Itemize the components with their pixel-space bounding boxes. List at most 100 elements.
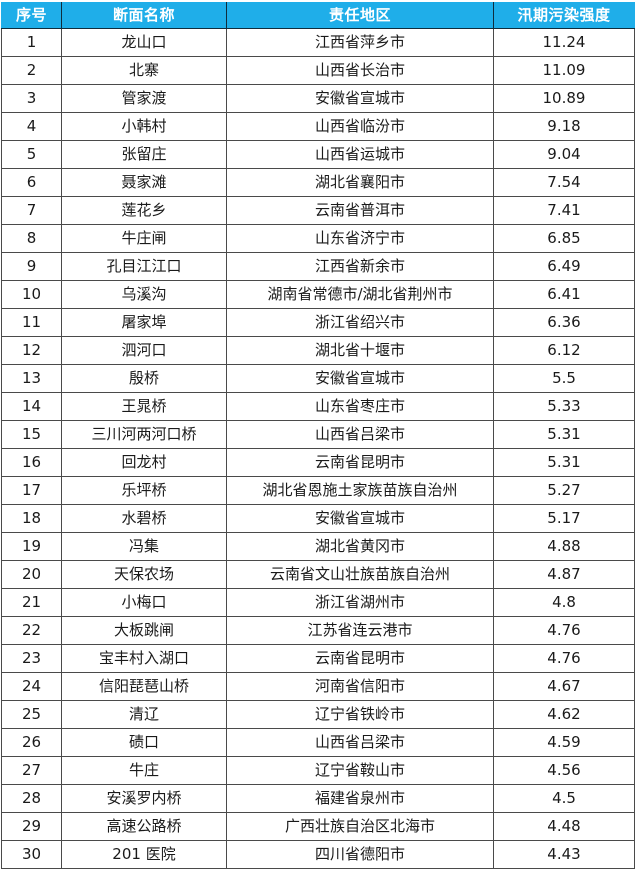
cell-name: 小梅口 — [61, 588, 227, 617]
cell-index: 10 — [1, 280, 62, 309]
cell-region: 四川省德阳市 — [226, 840, 494, 869]
cell-index: 11 — [1, 308, 62, 337]
cell-value: 6.41 — [493, 280, 635, 309]
cell-name: 天保农场 — [61, 560, 227, 589]
cell-region: 福建省泉州市 — [226, 784, 494, 813]
cell-index: 12 — [1, 336, 62, 365]
table-row: 12 泗河口 湖北省十堰市 6.12 — [1, 336, 635, 365]
cell-name: 碛口 — [61, 728, 227, 757]
cell-value: 10.89 — [493, 84, 635, 113]
cell-value: 5.31 — [493, 420, 635, 449]
cell-region: 辽宁省铁岭市 — [226, 700, 494, 729]
table-row: 9 孔目江江口 江西省新余市 6.49 — [1, 252, 635, 281]
cell-value: 4.48 — [493, 812, 635, 841]
cell-index: 4 — [1, 112, 62, 141]
cell-index: 30 — [1, 840, 62, 869]
cell-index: 13 — [1, 364, 62, 393]
cell-name: 牛庄 — [61, 756, 227, 785]
cell-region: 山西省临汾市 — [226, 112, 494, 141]
table-row: 29 高速公路桥 广西壮族自治区北海市 4.48 — [1, 812, 635, 841]
cell-value: 4.67 — [493, 672, 635, 701]
cell-value: 4.8 — [493, 588, 635, 617]
cell-region: 湖北省十堰市 — [226, 336, 494, 365]
cell-region: 浙江省湖州市 — [226, 588, 494, 617]
table-row: 17 乐坪桥 湖北省恩施土家族苗族自治州 5.27 — [1, 476, 635, 505]
table-row: 27 牛庄 辽宁省鞍山市 4.56 — [1, 756, 635, 785]
cell-value: 6.85 — [493, 224, 635, 253]
cell-value: 11.24 — [493, 28, 635, 57]
cell-name: 冯集 — [61, 532, 227, 561]
cell-name: 王晁桥 — [61, 392, 227, 421]
cell-region: 江西省新余市 — [226, 252, 494, 281]
table-row: 10 乌溪沟 湖南省常德市/湖北省荆州市 6.41 — [1, 280, 635, 309]
cell-region: 河南省信阳市 — [226, 672, 494, 701]
table-row: 20 天保农场 云南省文山壮族苗族自治州 4.87 — [1, 560, 635, 589]
cell-name: 聂家滩 — [61, 168, 227, 197]
cell-index: 18 — [1, 504, 62, 533]
cell-region: 云南省昆明市 — [226, 448, 494, 477]
cell-value: 5.33 — [493, 392, 635, 421]
cell-index: 14 — [1, 392, 62, 421]
table-row: 11 屠家埠 浙江省绍兴市 6.36 — [1, 308, 635, 337]
table-row: 28 安溪罗内桥 福建省泉州市 4.5 — [1, 784, 635, 813]
cell-index: 25 — [1, 700, 62, 729]
table-row: 26 碛口 山西省吕梁市 4.59 — [1, 728, 635, 757]
cell-region: 山东省济宁市 — [226, 224, 494, 253]
table-row: 2 北寨 山西省长治市 11.09 — [1, 56, 635, 85]
cell-value: 9.18 — [493, 112, 635, 141]
cell-value: 4.5 — [493, 784, 635, 813]
cell-name: 宝丰村入湖口 — [61, 644, 227, 673]
cell-name: 清辽 — [61, 700, 227, 729]
column-header-index: 序号 — [1, 2, 62, 29]
cell-name: 高速公路桥 — [61, 812, 227, 841]
cell-value: 5.17 — [493, 504, 635, 533]
cell-index: 17 — [1, 476, 62, 505]
cell-value: 4.56 — [493, 756, 635, 785]
cell-index: 27 — [1, 756, 62, 785]
cell-name: 殷桥 — [61, 364, 227, 393]
cell-value: 4.76 — [493, 616, 635, 645]
cell-region: 湖北省黄冈市 — [226, 532, 494, 561]
table-row: 25 清辽 辽宁省铁岭市 4.62 — [1, 700, 635, 729]
cell-region: 广西壮族自治区北海市 — [226, 812, 494, 841]
cell-name: 小韩村 — [61, 112, 227, 141]
cell-name: 乌溪沟 — [61, 280, 227, 309]
cell-index: 15 — [1, 420, 62, 449]
cell-name: 泗河口 — [61, 336, 227, 365]
cell-index: 16 — [1, 448, 62, 477]
cell-region: 山西省运城市 — [226, 140, 494, 169]
cell-name: 水碧桥 — [61, 504, 227, 533]
cell-index: 29 — [1, 812, 62, 841]
cell-index: 21 — [1, 588, 62, 617]
cell-index: 23 — [1, 644, 62, 673]
cell-region: 江苏省连云港市 — [226, 616, 494, 645]
cell-value: 6.12 — [493, 336, 635, 365]
table-row: 16 回龙村 云南省昆明市 5.31 — [1, 448, 635, 477]
cell-name: 乐坪桥 — [61, 476, 227, 505]
cell-region: 浙江省绍兴市 — [226, 308, 494, 337]
cell-value: 4.87 — [493, 560, 635, 589]
table-row: 1 龙山口 江西省萍乡市 11.24 — [1, 28, 635, 57]
cell-name: 201 医院 — [61, 840, 227, 869]
cell-region: 湖南省常德市/湖北省荆州市 — [226, 280, 494, 309]
cell-index: 22 — [1, 616, 62, 645]
cell-name: 安溪罗内桥 — [61, 784, 227, 813]
table-header-row: 序号 断面名称 责任地区 汛期污染强度 — [1, 2, 635, 29]
table-row: 6 聂家滩 湖北省襄阳市 7.54 — [1, 168, 635, 197]
cell-region: 云南省昆明市 — [226, 644, 494, 673]
table-row: 24 信阳琵琶山桥 河南省信阳市 4.67 — [1, 672, 635, 701]
cell-index: 28 — [1, 784, 62, 813]
cell-value: 7.41 — [493, 196, 635, 225]
column-header-value: 汛期污染强度 — [493, 2, 635, 29]
cell-value: 4.59 — [493, 728, 635, 757]
cell-name: 莲花乡 — [61, 196, 227, 225]
table-row: 8 牛庄闸 山东省济宁市 6.85 — [1, 224, 635, 253]
cell-name: 孔目江江口 — [61, 252, 227, 281]
cell-index: 26 — [1, 728, 62, 757]
cell-name: 信阳琵琶山桥 — [61, 672, 227, 701]
cell-region: 湖北省襄阳市 — [226, 168, 494, 197]
table-row: 7 莲花乡 云南省普洱市 7.41 — [1, 196, 635, 225]
cell-index: 3 — [1, 84, 62, 113]
cell-region: 湖北省恩施土家族苗族自治州 — [226, 476, 494, 505]
cell-region: 云南省文山壮族苗族自治州 — [226, 560, 494, 589]
